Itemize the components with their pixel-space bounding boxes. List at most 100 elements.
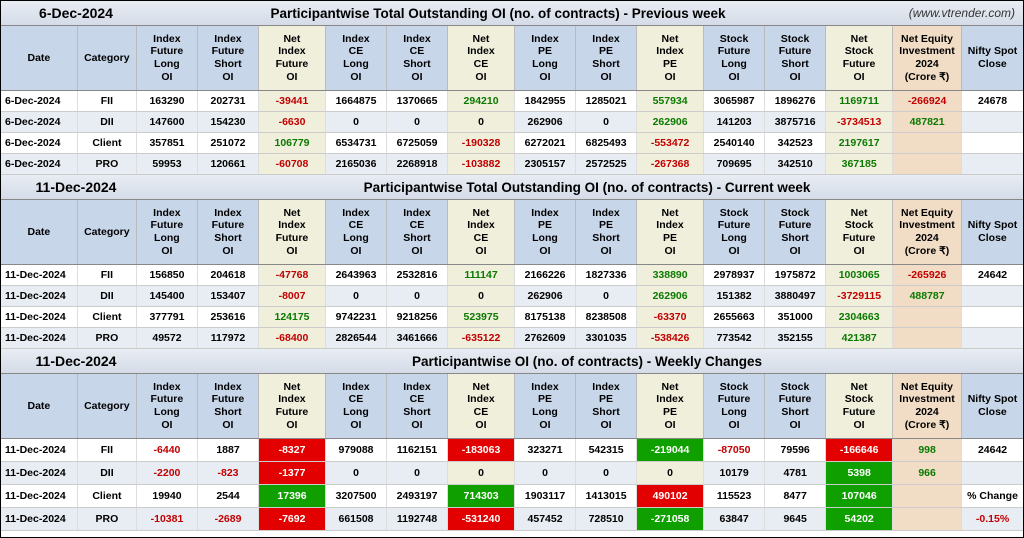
cell-value (893, 133, 962, 153)
cell-value: -2689 (198, 508, 259, 530)
cell-value: 1975872 (765, 265, 826, 285)
cell-value: 8477 (765, 485, 826, 507)
cell-value: 1169711 (826, 91, 893, 111)
data-row: 11-Dec-2024PRO49572117972-68400282654434… (1, 328, 1023, 349)
data-row: 11-Dec-2024DII-2200-823-1377000000101794… (1, 462, 1023, 485)
col-header: IndexCELongOI (326, 26, 387, 90)
cell-value: 2304663 (826, 307, 893, 327)
cell-value: 2305157 (515, 154, 576, 174)
cell-value: 1370665 (387, 91, 448, 111)
data-row: 11-Dec-2024Client37779125361612417597422… (1, 307, 1023, 328)
col-header: IndexPEShortOI (576, 374, 637, 438)
cell-value: -10381 (137, 508, 198, 530)
col-header: NetIndexPEOI (637, 200, 704, 264)
cell-value: 120661 (198, 154, 259, 174)
cell-value (893, 485, 962, 507)
source-label: (www.vtrender.com) (845, 6, 1023, 20)
col-header: IndexFutureLongOI (137, 200, 198, 264)
cell-value: 17396 (259, 485, 326, 507)
cell-value: 966 (893, 462, 962, 484)
cell-value: 2572525 (576, 154, 637, 174)
col-header: IndexCEShortOI (387, 200, 448, 264)
col-header: NetStockFutureOI (826, 26, 893, 90)
data-row: 11-Dec-2024PRO-10381-2689-76926615081192… (1, 508, 1023, 531)
cell-value (893, 508, 962, 530)
col-header: StockFutureLongOI (704, 200, 765, 264)
col-header: NetIndexCEOI (448, 374, 515, 438)
cell-value: -39441 (259, 91, 326, 111)
data-row: 6-Dec-2024Client357851251072106779653473… (1, 133, 1023, 154)
cell-value: 153407 (198, 286, 259, 306)
col-header: StockFutureLongOI (704, 26, 765, 90)
cell-category: PRO (78, 328, 137, 348)
cell-value: -8007 (259, 286, 326, 306)
cell-value: 9742231 (326, 307, 387, 327)
col-header: StockFutureShortOI (765, 374, 826, 438)
cell-value: 2197617 (826, 133, 893, 153)
cell-category: DII (78, 112, 137, 132)
cell-value: 488787 (893, 286, 962, 306)
col-header: NetIndexFutureOI (259, 374, 326, 438)
col-header: IndexPEShortOI (576, 200, 637, 264)
cell-value: -103882 (448, 154, 515, 174)
cell-value: 728510 (576, 508, 637, 530)
col-header: IndexFutureShortOI (198, 26, 259, 90)
cell-value: -1377 (259, 462, 326, 484)
cell-value: 0 (387, 286, 448, 306)
cell-value: -3729115 (826, 286, 893, 306)
cell-value: 1285021 (576, 91, 637, 111)
cell-value: 0 (448, 462, 515, 484)
cell-value: 2493197 (387, 485, 448, 507)
cell-value: 145400 (137, 286, 198, 306)
cell-category: Client (78, 485, 137, 507)
cell-value (962, 133, 1023, 153)
section-title: 11-Dec-2024Participantwise Total Outstan… (1, 175, 1023, 200)
cell-value: -190328 (448, 133, 515, 153)
cell-category: FII (78, 265, 137, 285)
cell-value: 4781 (765, 462, 826, 484)
cell-value: 115523 (704, 485, 765, 507)
cell-value: 2268918 (387, 154, 448, 174)
cell-value: -7692 (259, 508, 326, 530)
title-text: Participantwise Total Outstanding OI (no… (151, 180, 1023, 195)
cell-value: 163290 (137, 91, 198, 111)
cell-value: 79596 (765, 439, 826, 461)
data-row: 11-Dec-2024DII145400153407-8007000262906… (1, 286, 1023, 307)
cell-value: 0 (387, 112, 448, 132)
cell-value: -63370 (637, 307, 704, 327)
cell-value: 0 (576, 462, 637, 484)
section-title: 6-Dec-2024Participantwise Total Outstand… (1, 1, 1023, 26)
col-header: IndexCEShortOI (387, 26, 448, 90)
cell-value: 63847 (704, 508, 765, 530)
cell-value: 323271 (515, 439, 576, 461)
cell-value: 5398 (826, 462, 893, 484)
data-row: 11-Dec-2024Client19940254417396320750024… (1, 485, 1023, 508)
cell-value: 357851 (137, 133, 198, 153)
col-header: Net EquityInvestment2024(Crore ₹) (893, 200, 962, 264)
data-row: 6-Dec-2024PRO59953120661-607082165036226… (1, 154, 1023, 175)
cell-value: 141203 (704, 112, 765, 132)
cell-value: -266924 (893, 91, 962, 111)
col-header: Net EquityInvestment2024(Crore ₹) (893, 374, 962, 438)
cell-value: 147600 (137, 112, 198, 132)
column-header-row: DateCategoryIndexFutureLongOIIndexFuture… (1, 26, 1023, 91)
cell-value: 111147 (448, 265, 515, 285)
cell-value: -267368 (637, 154, 704, 174)
cell-value: 2762609 (515, 328, 576, 348)
cell-value: -183063 (448, 439, 515, 461)
cell-value: -538426 (637, 328, 704, 348)
cell-value: 351000 (765, 307, 826, 327)
cell-value: 6825493 (576, 133, 637, 153)
col-header: NetIndexCEOI (448, 26, 515, 90)
cell-category: PRO (78, 154, 137, 174)
cell-value: 0 (515, 462, 576, 484)
col-header: Net EquityInvestment2024(Crore ₹) (893, 26, 962, 90)
cell-date: 11-Dec-2024 (1, 307, 78, 327)
cell-value: 487821 (893, 112, 962, 132)
cell-value: 2544 (198, 485, 259, 507)
cell-value: 204618 (198, 265, 259, 285)
cell-value: 1162151 (387, 439, 448, 461)
col-header: NetStockFutureOI (826, 374, 893, 438)
col-header: NetIndexFutureOI (259, 200, 326, 264)
cell-value: 352155 (765, 328, 826, 348)
